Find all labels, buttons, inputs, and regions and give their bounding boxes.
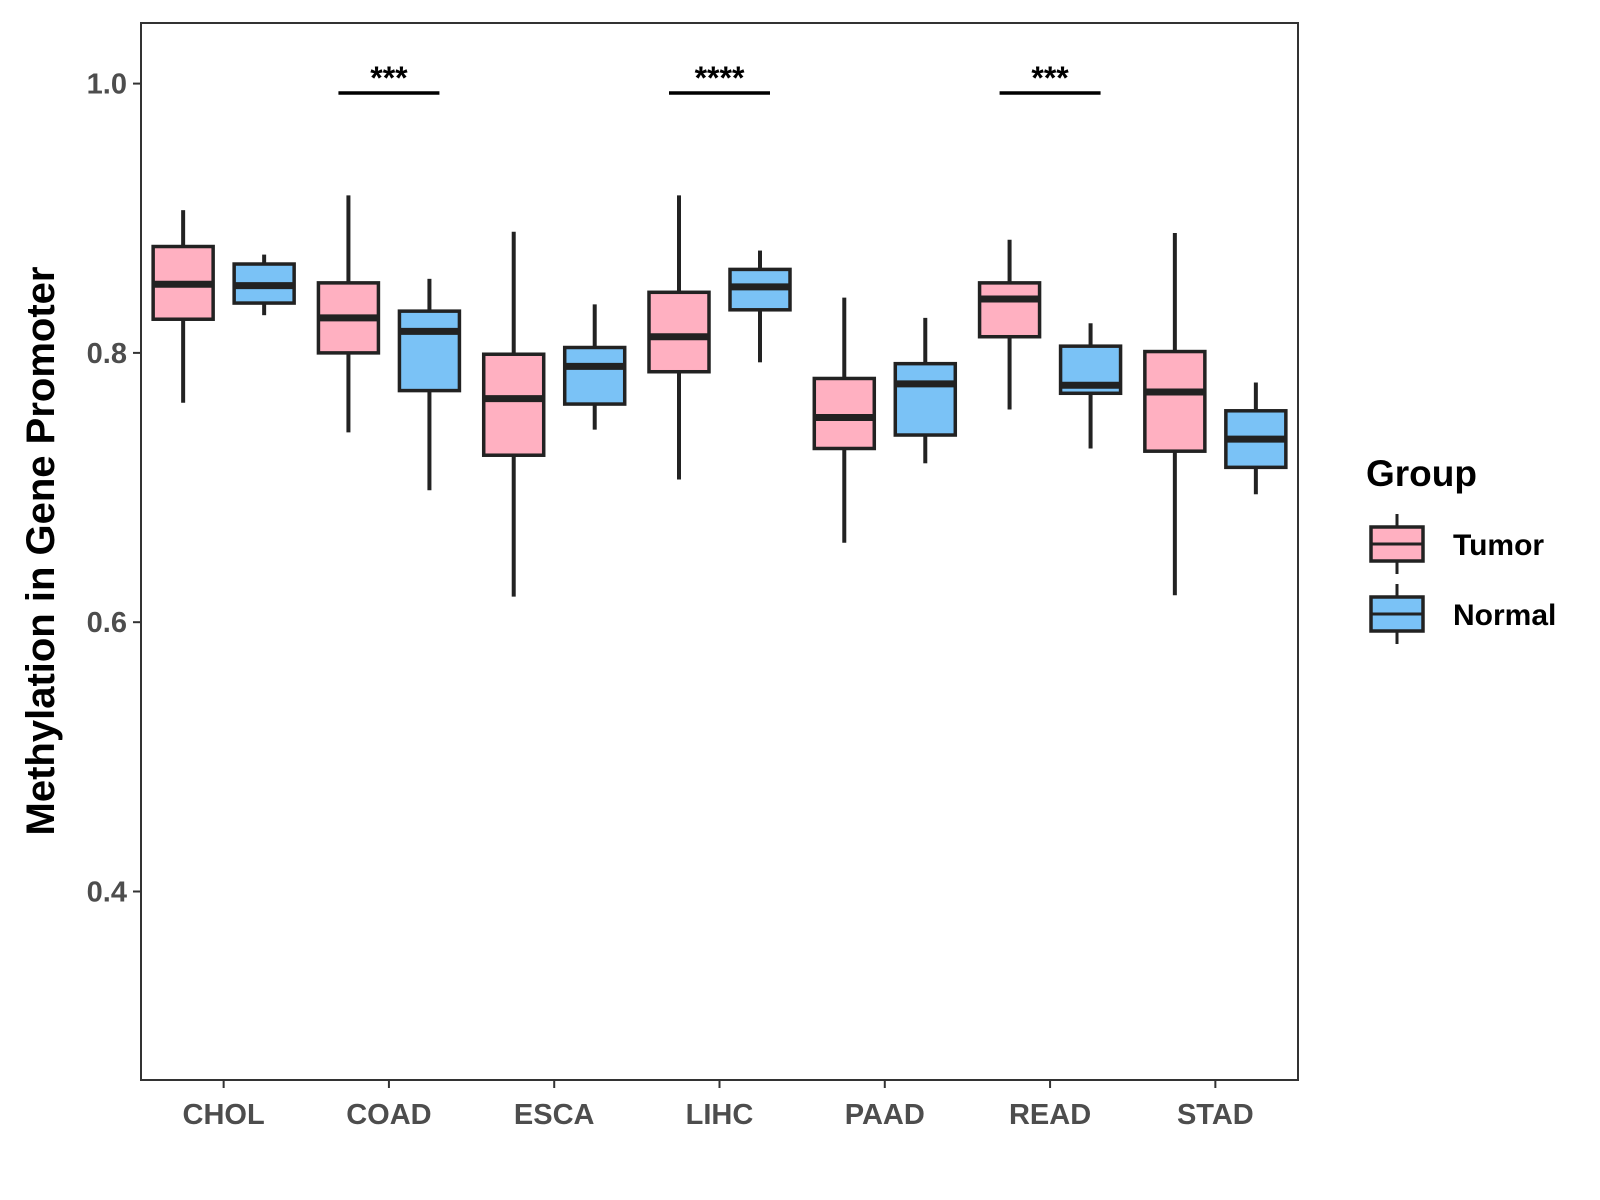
box-tumor-read [977, 239, 1042, 410]
y-tick-label: 0.4 [87, 876, 127, 908]
x-tick-label: READ [1009, 1099, 1091, 1131]
significance-label: *** [1031, 60, 1069, 96]
box-tumor-esca [481, 231, 546, 597]
box-tumor-paad [812, 297, 877, 543]
x-axis: CHOL COAD ESCA LIHC PAAD READ STAD [183, 1080, 1254, 1131]
legend-item-tumor: Tumor [1369, 514, 1544, 574]
plot-panel-border [140, 22, 1299, 1081]
legend-label: Tumor [1453, 529, 1544, 562]
x-tick-label: COAD [346, 1099, 431, 1131]
x-tick-label: ESCA [514, 1099, 595, 1131]
box-normal-read [1058, 323, 1123, 449]
x-tick-label: PAAD [845, 1099, 925, 1131]
significance-label: *** [370, 60, 408, 96]
x-tick-label: STAD [1177, 1099, 1254, 1131]
y-axis-title: Methylation in Gene Promoter [19, 267, 63, 836]
y-tick-label: 0.6 [87, 607, 127, 639]
y-axis: 0.4 0.6 0.8 1.0 [87, 69, 141, 908]
box-iqr [893, 361, 958, 437]
box-normal-paad [893, 317, 958, 464]
box-tumor-lihc [647, 195, 711, 480]
box-iqr [977, 281, 1042, 339]
legend: Group Tumor Normal [1366, 453, 1556, 644]
legend-item-normal: Normal [1369, 584, 1556, 644]
box-normal-chol [232, 254, 296, 316]
y-tick-label: 0.8 [87, 338, 127, 370]
y-tick-label: 1.0 [87, 69, 127, 101]
box-normal-coad [397, 278, 462, 491]
box-iqr [647, 290, 711, 374]
x-tick-label: CHOL [183, 1099, 265, 1131]
legend-title: Group [1366, 453, 1477, 494]
box-tumor-stad [1143, 233, 1207, 596]
box-iqr [481, 352, 546, 457]
box-tumor-chol [151, 210, 215, 403]
significance-annotations: *** **** *** [338, 60, 1101, 96]
box-iqr [562, 345, 627, 406]
box-normal-stad [1224, 382, 1288, 495]
x-tick-label: LIHC [686, 1099, 754, 1131]
box-iqr [1143, 349, 1207, 453]
box-normal-esca [562, 304, 627, 430]
legend-label: Normal [1453, 599, 1556, 632]
box-iqr [397, 309, 462, 393]
significance-label: **** [695, 60, 745, 96]
box-group [151, 195, 1288, 597]
box-iqr [812, 376, 877, 451]
box-normal-lihc [728, 250, 792, 363]
legend-items: Tumor Normal [1369, 514, 1556, 644]
box-tumor-coad [316, 195, 381, 433]
